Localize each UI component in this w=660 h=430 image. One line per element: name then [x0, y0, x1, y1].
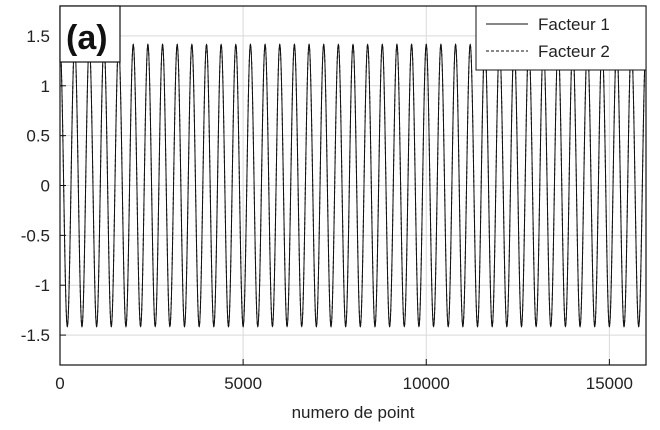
- y-tick-label-6: 1.5: [26, 27, 50, 46]
- legend-label-facteur-2: Facteur 2: [538, 42, 610, 61]
- y-tick-label-0: -1.5: [21, 326, 50, 345]
- y-tick-label-4: 0.5: [26, 127, 50, 146]
- x-tick-label-0: 0: [55, 374, 64, 393]
- y-tick-label-3: 0: [41, 177, 50, 196]
- legend-label-facteur-1: Facteur 1: [538, 15, 610, 34]
- y-tick-label-2: -0.5: [21, 226, 50, 245]
- y-axis: -1.5 -1 -0.5 0 0.5 1 1.5: [21, 27, 66, 345]
- legend: Facteur 1 Facteur 2: [475, 5, 647, 71]
- x-axis-title: numero de point: [292, 403, 415, 422]
- y-tick-label-5: 1: [41, 77, 50, 96]
- legend-box: [475, 5, 647, 71]
- panel-label: (a): [59, 5, 121, 63]
- series-line-facteur-1: [59, 43, 647, 328]
- x-tick-label-2: 10000: [403, 374, 450, 393]
- x-tick-label-1: 5000: [224, 374, 262, 393]
- x-axis: 0 5000 10000 15000: [55, 359, 633, 393]
- x-tick-label-3: 15000: [586, 374, 633, 393]
- panel-label-box: [59, 5, 121, 63]
- y-tick-label-1: -1: [35, 276, 50, 295]
- series-layer: [59, 43, 647, 328]
- panel-label-text: (a): [66, 19, 108, 57]
